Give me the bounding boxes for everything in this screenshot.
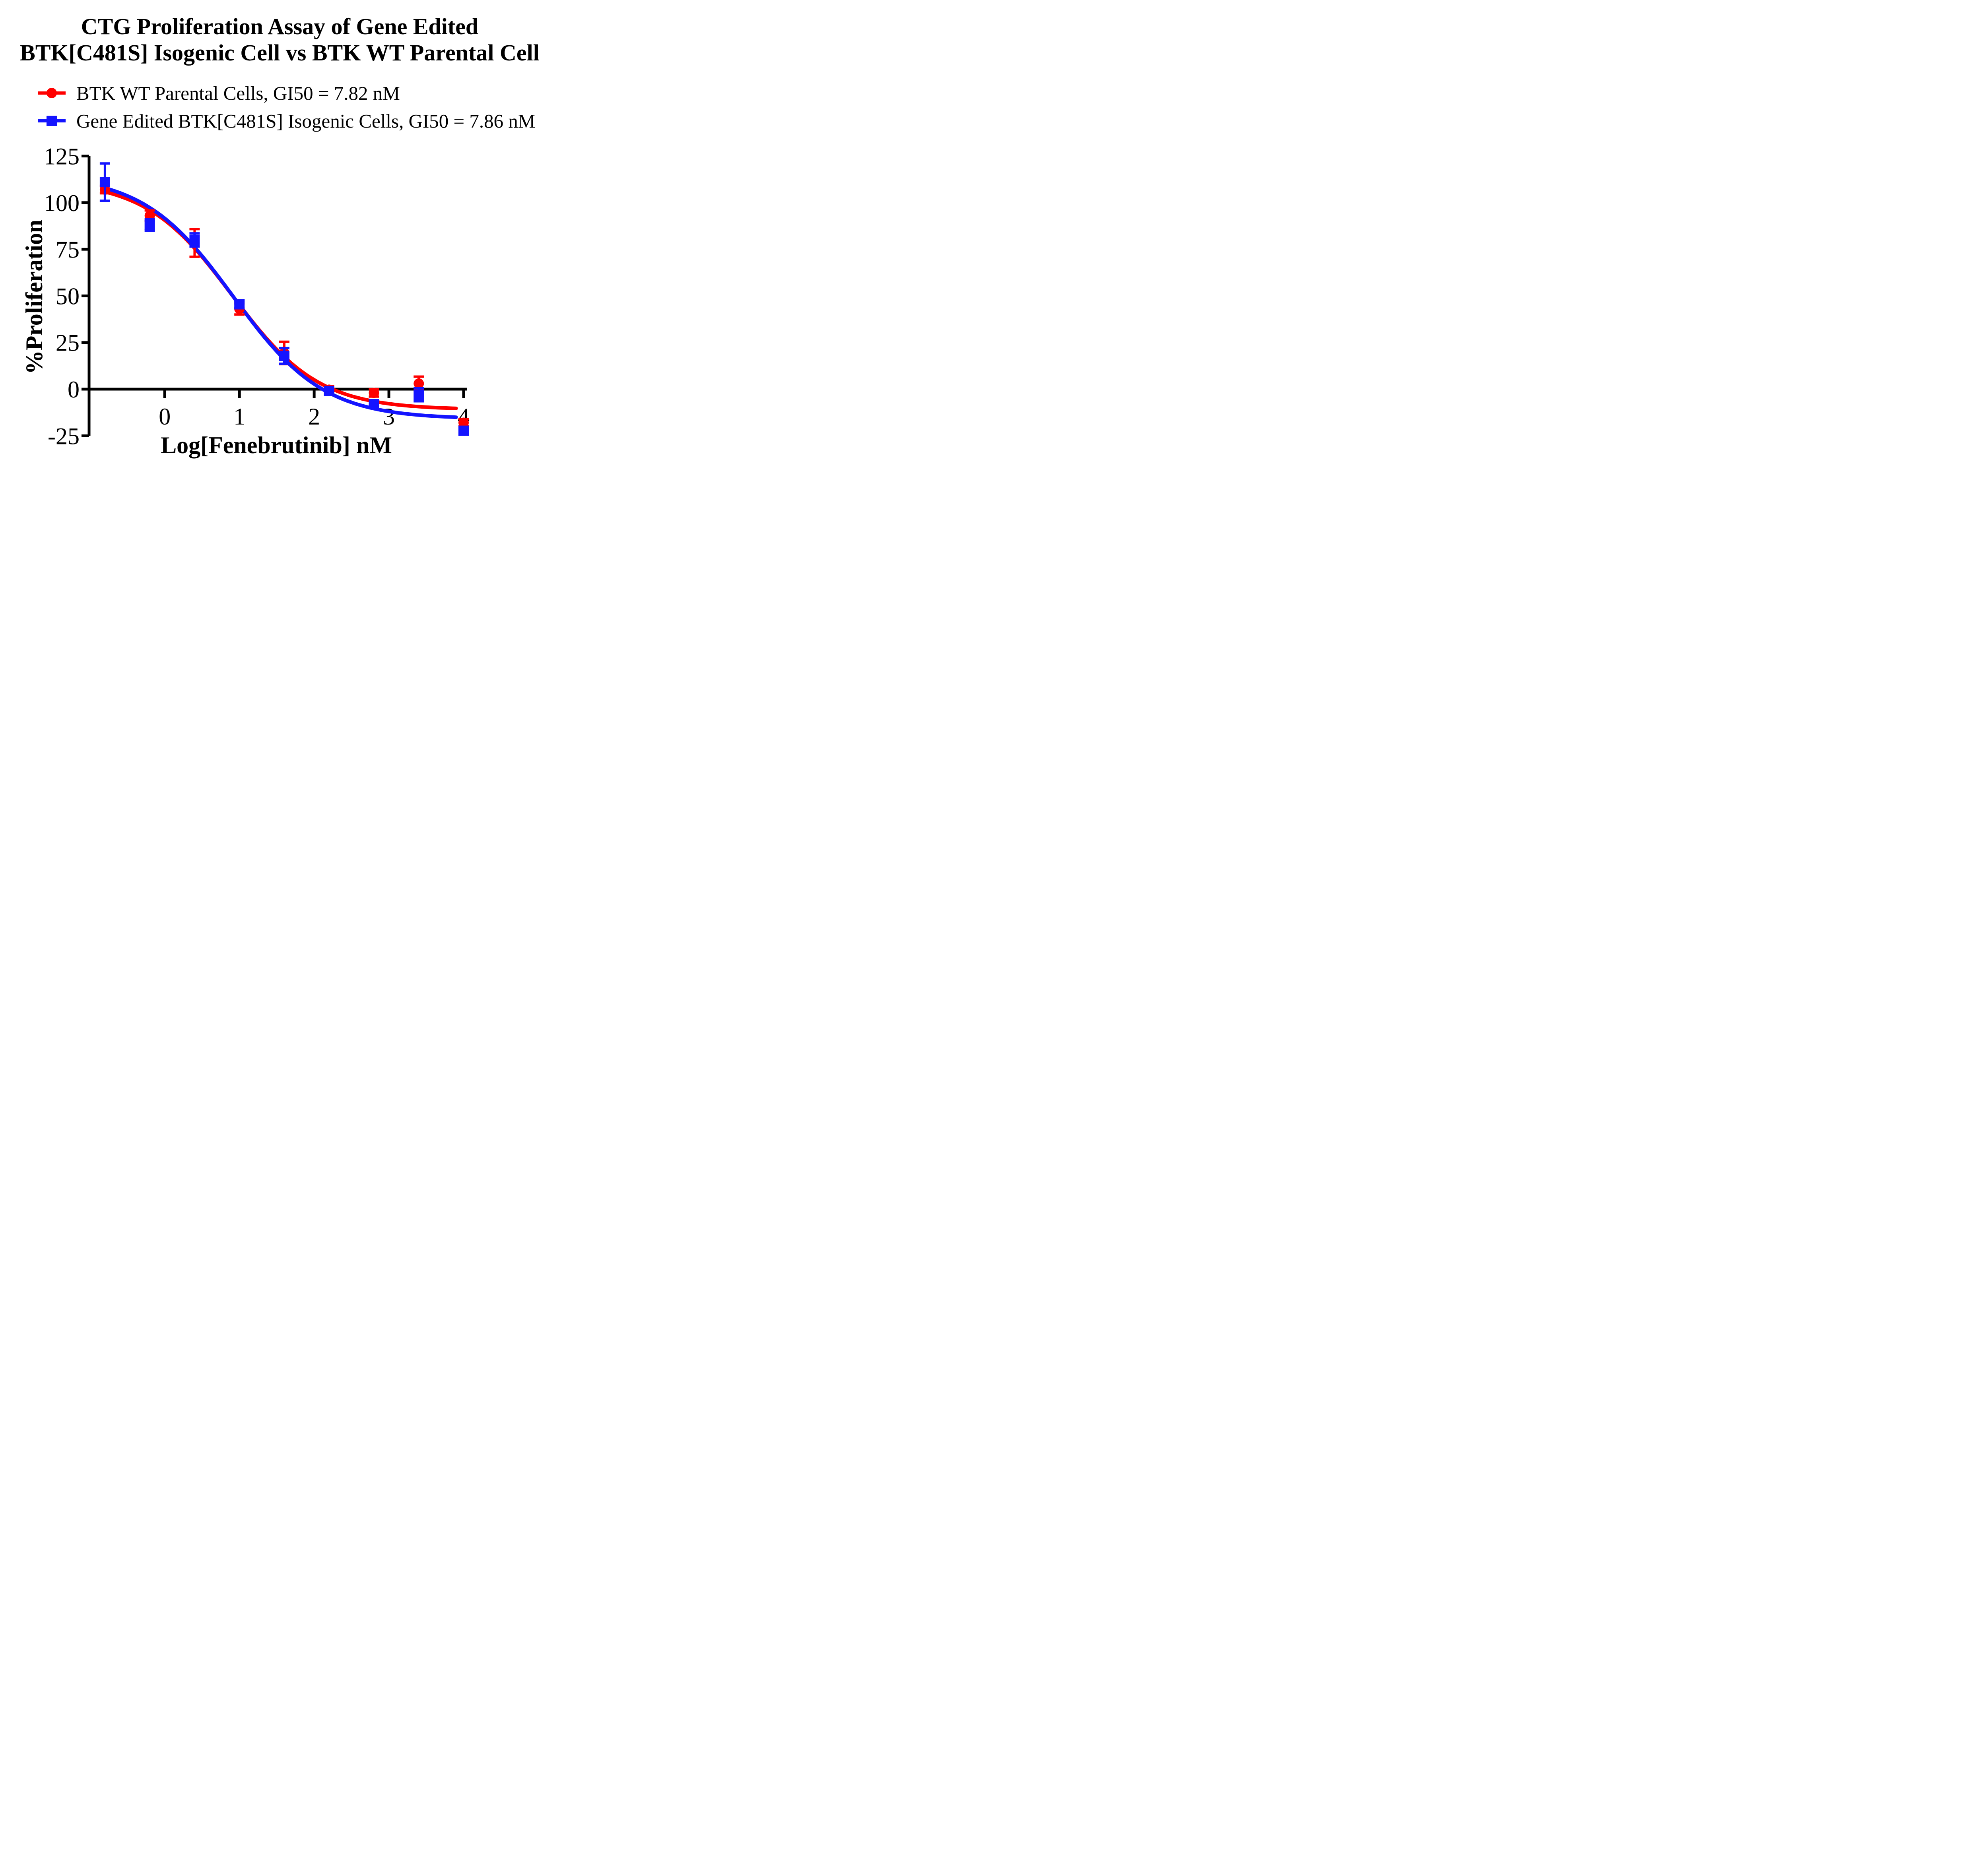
y-tick-label: 0 <box>68 376 80 403</box>
x-tick-label: 1 <box>233 403 245 430</box>
fit-curve-blue <box>103 186 458 419</box>
data-marker-red-circle <box>369 388 379 398</box>
chart-title-line-2: BTK[C481S] Isogenic Cell vs BTK WT Paren… <box>20 40 540 66</box>
data-marker-blue-square <box>189 235 200 245</box>
data-marker-blue-square <box>458 425 469 436</box>
y-tick-label: 50 <box>56 283 80 309</box>
y-tick-label: 125 <box>44 143 80 169</box>
fit-curve-red <box>103 190 458 410</box>
legend-item-isogenic: Gene Edited BTK[C481S] Isogenic Cells, G… <box>38 108 536 134</box>
legend-label-isogenic: Gene Edited BTK[C481S] Isogenic Cells, G… <box>76 110 536 132</box>
chart-title-line-1: CTG Proliferation Assay of Gene Edited <box>81 14 479 39</box>
y-tick-label: 25 <box>56 330 80 356</box>
data-marker-blue-square <box>414 390 424 400</box>
x-tick-label: 2 <box>308 403 320 430</box>
data-marker-blue-square <box>369 399 379 409</box>
data-marker-red-circle <box>414 378 424 389</box>
legend-label-wt: BTK WT Parental Cells, GI50 = 7.82 nM <box>76 82 400 104</box>
x-axis-title: Log[Fenebrutinib] nM <box>161 432 392 458</box>
x-tick-label: 0 <box>159 403 171 430</box>
legend-item-wt: BTK WT Parental Cells, GI50 = 7.82 nM <box>38 80 400 106</box>
data-marker-blue-square <box>324 386 334 396</box>
red-circle-marker-icon <box>38 88 66 98</box>
data-marker-blue-square <box>144 220 155 231</box>
y-tick-label: 100 <box>44 190 80 216</box>
data-marker-blue-square <box>99 177 110 188</box>
x-tick-label: 3 <box>383 403 395 430</box>
y-axis-title: %Proliferation <box>21 220 47 374</box>
y-tick-label: -25 <box>48 423 80 449</box>
fit-curves <box>103 186 458 419</box>
y-tick-label: 75 <box>56 237 80 263</box>
figure: CTG Proliferation Assay of Gene Edited B… <box>0 0 559 468</box>
data-marker-blue-square <box>234 299 245 310</box>
data-marker-blue-square <box>279 351 289 361</box>
data-marker-red-circle <box>458 417 469 428</box>
blue-square-marker-icon <box>38 116 66 126</box>
chart-title: CTG Proliferation Assay of Gene Edited B… <box>0 14 559 66</box>
data-points <box>99 162 469 436</box>
